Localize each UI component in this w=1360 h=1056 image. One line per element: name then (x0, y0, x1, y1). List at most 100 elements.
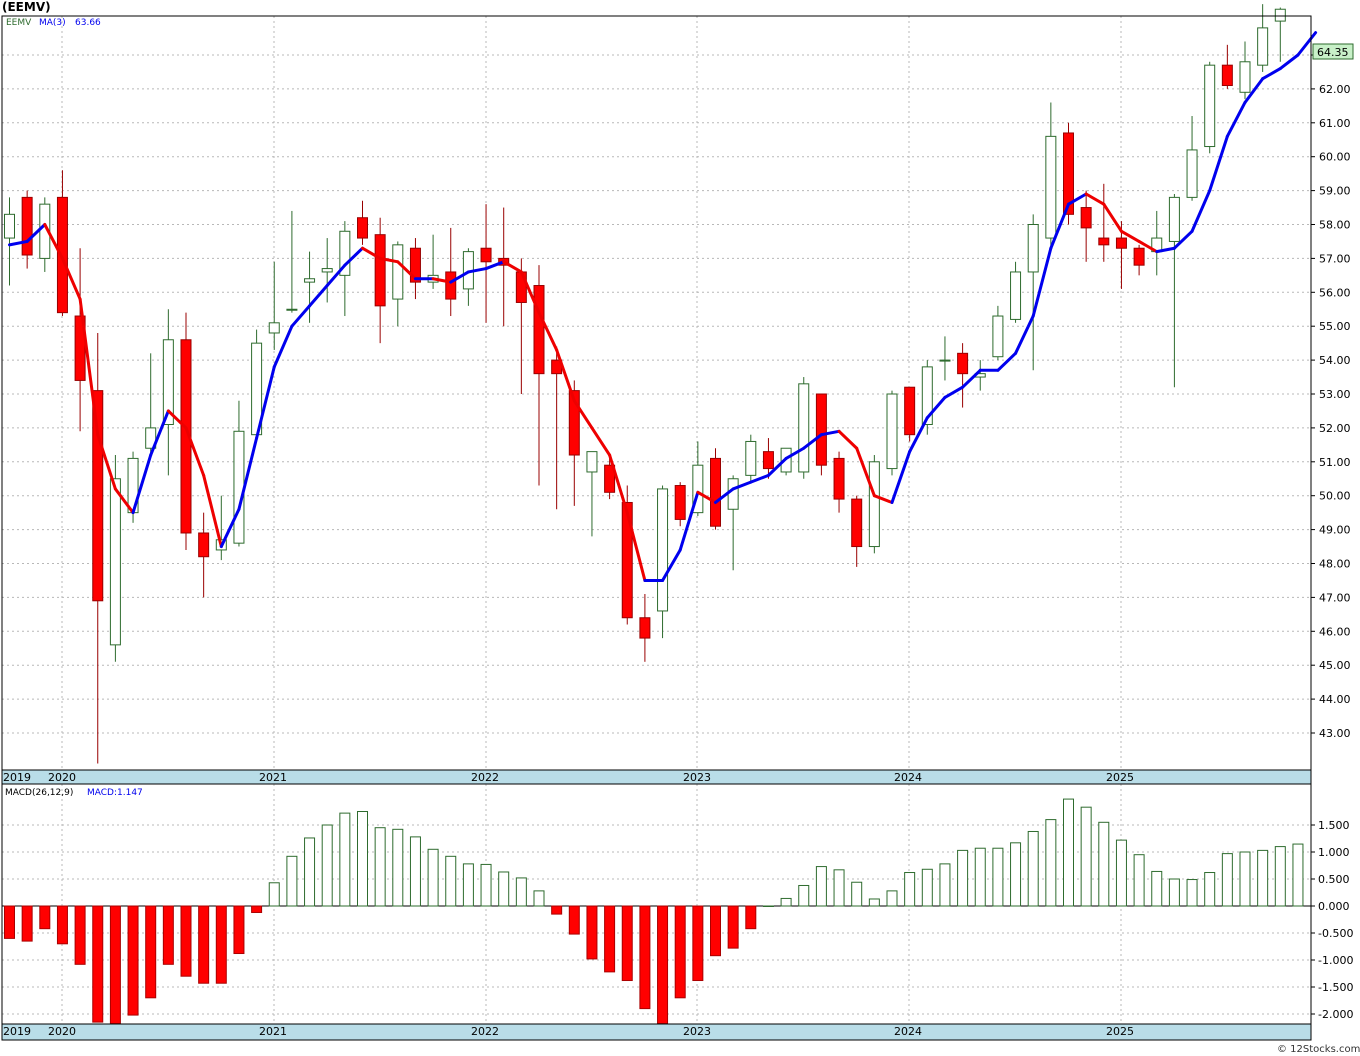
candle (268, 261, 280, 350)
ma-segment (537, 311, 559, 352)
macd-bar (92, 905, 104, 1023)
candle-body (1221, 64, 1233, 87)
candle-body (568, 390, 580, 456)
candle-body (445, 271, 457, 300)
macd-bar (1274, 846, 1286, 907)
candle (21, 190, 33, 269)
macd-bar (56, 905, 68, 945)
ma-segment (1102, 202, 1123, 233)
candle (798, 377, 810, 479)
candle-body (4, 213, 15, 239)
ma-segment (272, 324, 294, 369)
candle-body (1239, 61, 1251, 93)
macd-bar (568, 905, 580, 935)
macd-bar (1098, 821, 1110, 907)
candle (1080, 190, 1092, 262)
candle-body (851, 498, 863, 548)
candle (1098, 183, 1110, 262)
price-tick-label: 50.00 (1319, 490, 1351, 503)
ma-segment (1190, 189, 1212, 233)
ma-segment (1031, 246, 1053, 318)
candle (1204, 61, 1216, 154)
candle-body (304, 278, 316, 283)
price-legend: EEMV MA(3) 63.66 (6, 18, 101, 28)
macd-bar (851, 881, 863, 907)
macd-bar (710, 905, 721, 957)
macd-bar (551, 905, 563, 915)
candle-body (957, 352, 969, 375)
ma-segment (8, 239, 29, 247)
candle-body (1115, 237, 1127, 249)
ma-segment (1261, 67, 1282, 81)
candle-body (1257, 27, 1269, 66)
macd-tick-label: -1.000 (1318, 954, 1353, 967)
ma-segment (943, 385, 965, 399)
candle (1168, 193, 1180, 388)
candle-body (1168, 196, 1180, 242)
macd-y-axis: 1.500 1.000 0.500 0.000 -0.500 -1.000 -1.500 -2… (1311, 819, 1353, 1021)
macd-legend-value: MACD:1.147 (87, 788, 143, 798)
ma-segment (113, 487, 135, 515)
ma-segment (1084, 192, 1106, 206)
macd-bar (427, 848, 439, 907)
ma-segment (431, 277, 453, 284)
price-tick-label: 59.00 (1319, 185, 1351, 198)
year-label: 2020 (48, 1025, 76, 1038)
ma-segment (484, 260, 506, 271)
candle (286, 210, 298, 313)
candle-body (145, 427, 157, 449)
macd-bar (868, 898, 880, 907)
price-y-axis: 43.00 44.00 45.00 46.00 47.00 48.00 49.00 50.00… (1311, 49, 1351, 740)
price-tick-label: 49.00 (1319, 524, 1351, 537)
candle-body (109, 478, 121, 646)
ma-segment (43, 223, 64, 260)
macd-bar (1133, 854, 1145, 907)
candle-body (745, 440, 757, 476)
candle-body (692, 464, 704, 514)
macd-bar (515, 877, 527, 907)
macd-bars (4, 798, 1304, 1025)
macd-bar (339, 812, 351, 907)
ma-segment (1155, 246, 1176, 254)
candle (939, 336, 951, 381)
ma-segment (166, 409, 188, 430)
macd-bar (674, 905, 686, 999)
year-label: 2023 (683, 1025, 711, 1038)
ma-segment (290, 304, 312, 328)
candle-body (657, 488, 669, 612)
price-tick-label: 44.00 (1319, 693, 1351, 706)
year-label: 2019 (3, 1025, 31, 1038)
candle (833, 451, 845, 513)
macd-bar (1168, 878, 1180, 907)
macd-bar (180, 905, 192, 977)
candle (92, 332, 104, 764)
price-tick-label: 54.00 (1319, 354, 1351, 367)
macd-bar (1204, 872, 1216, 907)
ma-segment (855, 446, 876, 498)
macd-bar (357, 811, 368, 907)
ma-segment (219, 507, 241, 549)
candle (745, 434, 757, 483)
ma-segment (590, 426, 612, 457)
macd-bar (727, 905, 739, 949)
macd-tick-label: 1.500 (1318, 819, 1350, 832)
candle-body (1063, 132, 1074, 215)
candle-body (409, 247, 421, 283)
macd-bar (127, 905, 139, 1016)
macd-bar (145, 905, 157, 999)
macd-bar (268, 882, 280, 907)
candle-body (604, 464, 616, 493)
year-label: 2024 (894, 771, 922, 784)
macd-pane: 1.500 1.000 0.500 0.000 -0.500 -1.000 -1.500 -2… (1, 783, 1353, 1025)
macd-bar (162, 905, 174, 965)
price-tick-label: 60.00 (1319, 151, 1351, 164)
candle (1221, 44, 1233, 89)
candle (162, 309, 174, 476)
candle-body (798, 383, 810, 473)
ma-segment (749, 473, 770, 484)
last-price-box: 64.35 (1312, 43, 1354, 60)
macd-bar (780, 897, 792, 907)
candle (445, 227, 457, 317)
candle-body (674, 485, 686, 520)
ma-segment (1014, 314, 1035, 355)
